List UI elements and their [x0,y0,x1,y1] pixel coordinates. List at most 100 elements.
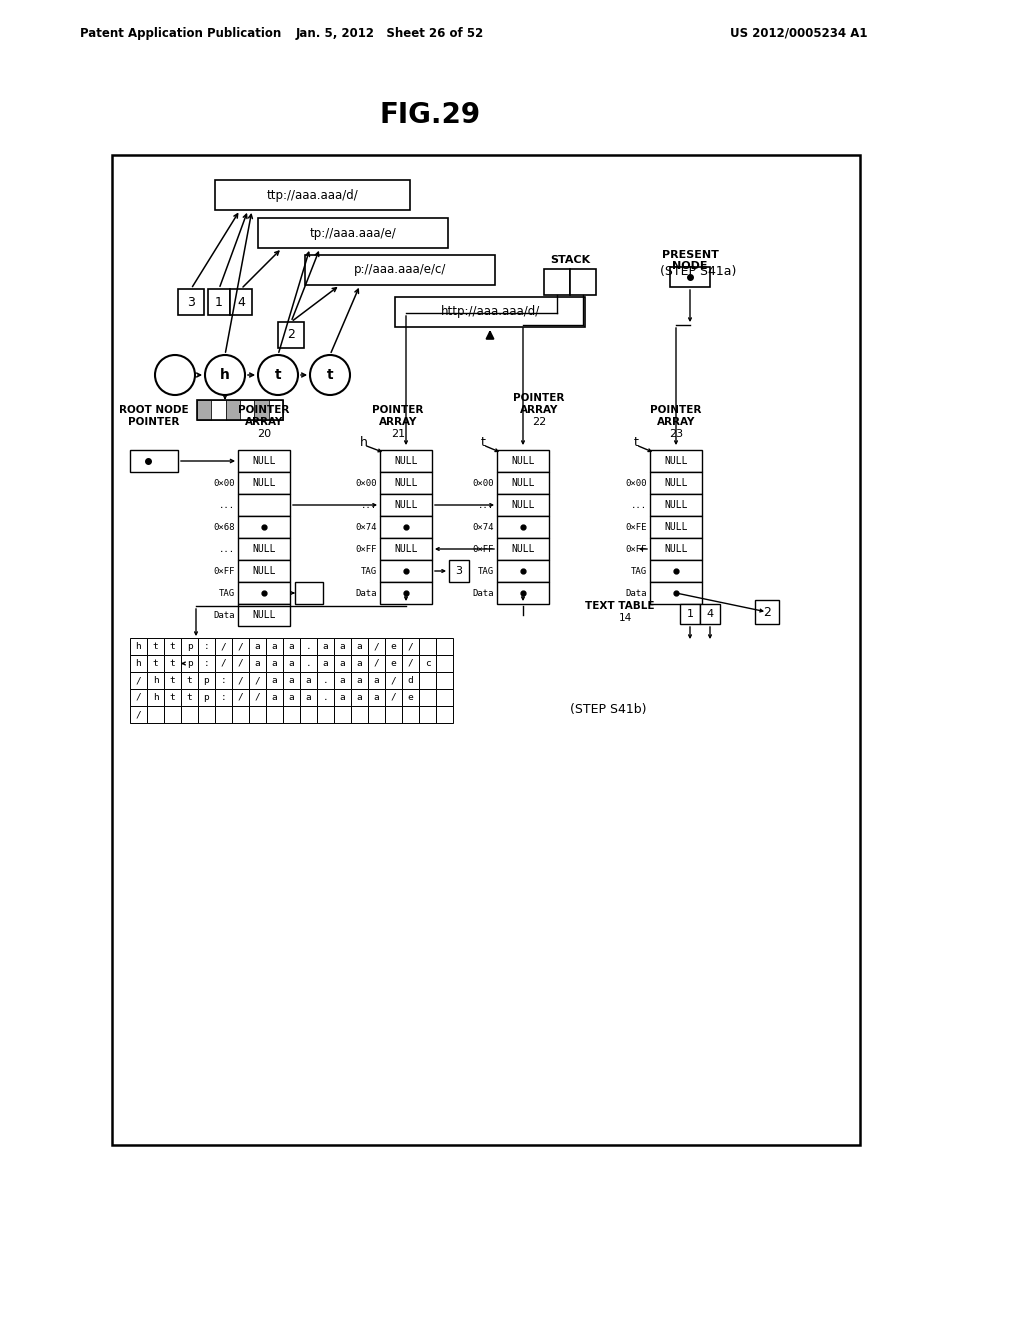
Text: NULL: NULL [511,544,535,554]
Text: Jan. 5, 2012   Sheet 26 of 52: Jan. 5, 2012 Sheet 26 of 52 [296,26,484,40]
Text: t: t [153,659,159,668]
Text: TAG: TAG [219,589,234,598]
Text: ...: ... [631,500,647,510]
Bar [334,689,351,706]
Text: /: / [374,659,379,668]
Text: /: / [220,642,226,651]
Bar [215,706,232,723]
Text: ARRAY: ARRAY [245,417,284,426]
Text: 23: 23 [669,429,683,440]
Bar [300,689,317,706]
Bar [238,560,290,582]
Text: a: a [340,693,345,702]
Text: d: d [408,676,414,685]
Text: t: t [634,436,638,449]
Text: a: a [374,693,379,702]
Text: e: e [390,642,396,651]
Text: p: p [204,693,209,702]
Text: e: e [390,659,396,668]
Text: Patent Application Publication: Patent Application Publication [80,26,282,40]
Bar [385,655,402,672]
Bar [351,672,368,689]
Bar [258,218,449,248]
Bar [650,582,702,605]
Text: /: / [238,659,244,668]
Text: a: a [255,659,260,668]
Text: 0×00: 0×00 [213,479,234,487]
Text: 0×FF: 0×FF [626,544,647,553]
Text: /: / [220,659,226,668]
Text: a: a [356,659,362,668]
Bar [254,400,268,420]
Bar [238,473,290,494]
Text: a: a [289,642,294,651]
Text: NULL: NULL [665,455,688,466]
Text: PRESENT: PRESENT [662,249,719,260]
Bar [380,539,432,560]
Text: ...: ... [219,500,234,510]
Bar [497,450,549,473]
Text: a: a [289,676,294,685]
Bar [650,450,702,473]
Bar [232,638,249,655]
Text: t: t [170,676,175,685]
Text: p: p [186,642,193,651]
Text: /: / [238,693,244,702]
Bar [402,655,419,672]
Text: a: a [305,676,311,685]
Bar [650,494,702,516]
Bar [198,706,215,723]
Text: p://aaa.aaa/e/c/: p://aaa.aaa/e/c/ [354,264,446,276]
Bar [497,539,549,560]
Bar [278,322,304,348]
Text: 0×00: 0×00 [472,479,494,487]
Bar [395,297,585,327]
Text: ...: ... [360,500,377,510]
Bar [225,400,240,420]
Text: POINTER: POINTER [373,405,424,414]
Bar [130,689,147,706]
Text: a: a [323,642,329,651]
Text: NULL: NULL [252,478,275,488]
Text: p: p [204,676,209,685]
Text: tp://aaa.aaa/e/: tp://aaa.aaa/e/ [309,227,396,239]
Bar [164,706,181,723]
Text: e: e [408,693,414,702]
Text: t: t [153,642,159,651]
Text: 0×FE: 0×FE [626,523,647,532]
Text: 21: 21 [391,429,406,440]
Text: a: a [374,676,379,685]
Text: NULL: NULL [665,544,688,554]
Bar [380,516,432,539]
Bar [130,706,147,723]
Text: TAG: TAG [631,566,647,576]
Bar [266,706,283,723]
Bar [436,655,453,672]
Text: .: . [305,659,311,668]
Bar [232,672,249,689]
Bar [419,655,436,672]
Text: (STEP S41a): (STEP S41a) [660,265,736,279]
Bar [419,672,436,689]
Bar [164,689,181,706]
Bar [215,655,232,672]
Bar [419,689,436,706]
Text: NULL: NULL [665,521,688,532]
Text: .: . [305,642,311,651]
Bar [497,473,549,494]
Text: 0×74: 0×74 [355,523,377,532]
Text: :: : [204,659,209,668]
Bar [266,638,283,655]
Bar [181,638,198,655]
Text: POINTER: POINTER [239,405,290,414]
Text: a: a [271,693,278,702]
Text: NULL: NULL [252,544,275,554]
Text: Data: Data [472,589,494,598]
Bar [240,400,254,420]
Text: a: a [255,642,260,651]
Text: NODE: NODE [672,261,708,271]
Bar [130,638,147,655]
Text: p: p [186,659,193,668]
Bar [268,400,283,420]
Text: 2: 2 [287,329,295,342]
